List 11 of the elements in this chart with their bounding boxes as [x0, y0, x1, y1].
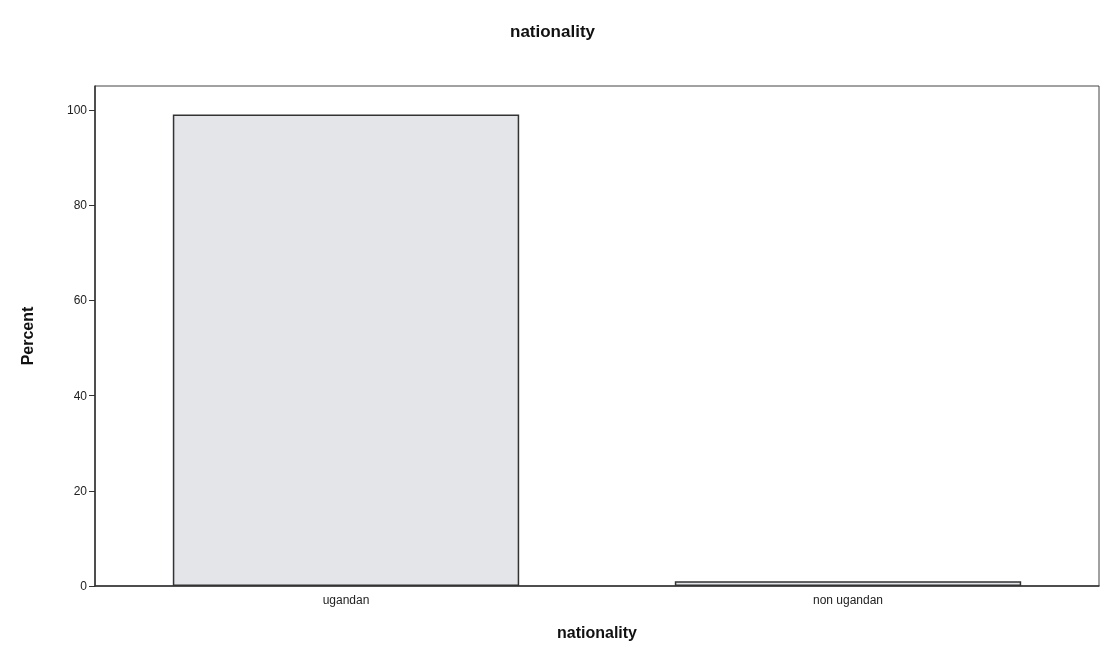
x-axis-title: nationality — [556, 623, 638, 641]
x-tick-label: ugandan — [322, 593, 370, 607]
y-tick-label: 40 — [73, 388, 88, 403]
y-tick-label: 0 — [80, 579, 88, 593]
y-tick-label: 20 — [73, 483, 88, 498]
y-axis-title: Percent — [18, 305, 36, 366]
y-tick-label: 100 — [66, 102, 88, 117]
y-tick-label: 60 — [73, 293, 88, 308]
y-tick-label: 80 — [73, 198, 88, 213]
chart-title: nationality — [509, 22, 596, 41]
x-tick-label: non ugandan — [812, 593, 884, 607]
